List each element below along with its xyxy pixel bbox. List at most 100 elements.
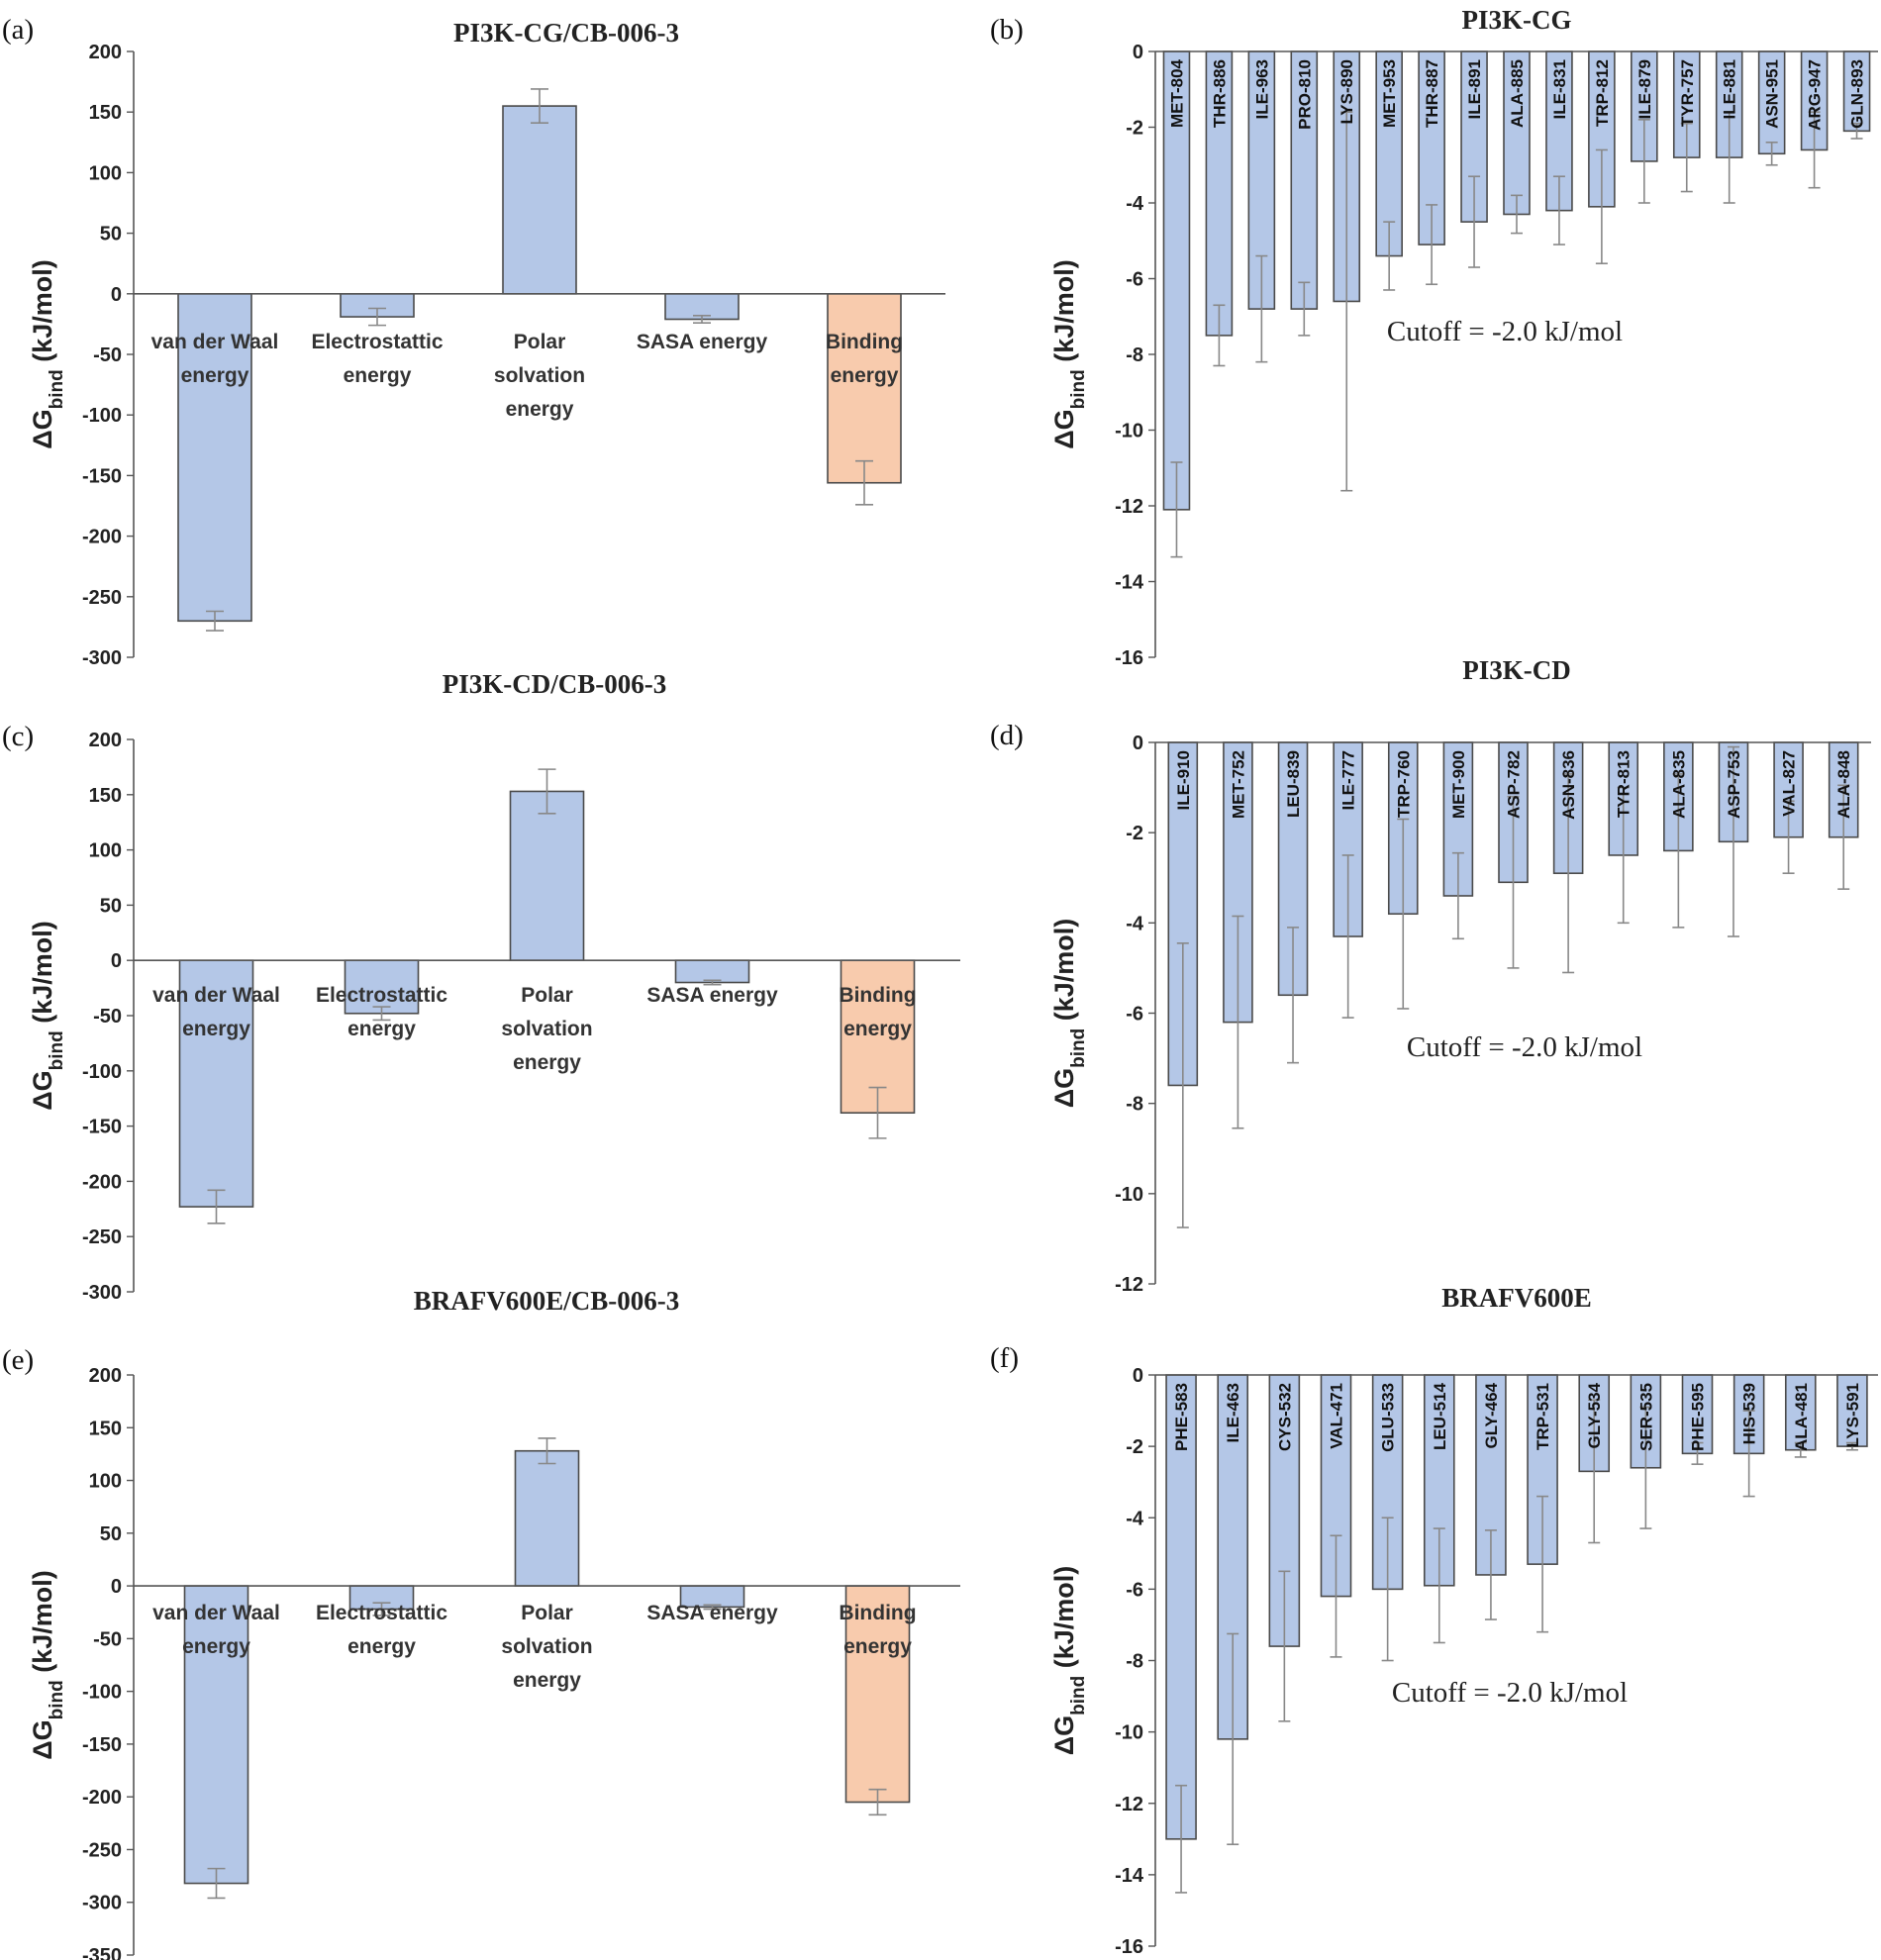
residue-label: CYS-532 bbox=[1275, 1383, 1294, 1451]
y-tick-label: 150 bbox=[89, 785, 122, 807]
residue-label: PHE-583 bbox=[1172, 1383, 1191, 1451]
bar bbox=[827, 292, 902, 484]
y-tick-label: -250 bbox=[82, 1839, 122, 1861]
y-tick-label: -150 bbox=[82, 1117, 122, 1138]
y-axis-label: ΔGbind (kJ/mol) bbox=[28, 921, 67, 1111]
residue-label: TYR-757 bbox=[1678, 59, 1697, 127]
residue-label: LEU-514 bbox=[1431, 1382, 1449, 1450]
y-tick-label: -2 bbox=[1126, 1436, 1143, 1458]
category-label-line: SASA energy bbox=[637, 331, 768, 353]
chart-title: PI3K-CD/CB-006-3 bbox=[443, 669, 666, 699]
category-label: Polar solvation energy bbox=[494, 331, 585, 421]
y-tick-label: -4 bbox=[1126, 193, 1144, 215]
y-tick-label: -12 bbox=[1115, 496, 1143, 518]
y-tick-label: -300 bbox=[82, 647, 122, 669]
y-tick-label: -6 bbox=[1126, 269, 1143, 291]
category-label: van der Waal energy bbox=[151, 331, 279, 387]
residue-label: TRP-812 bbox=[1593, 59, 1612, 127]
residue-label: ILE-881 bbox=[1721, 59, 1739, 119]
y-tick-label: -150 bbox=[82, 1734, 122, 1756]
residue-label: ASP-753 bbox=[1725, 750, 1743, 819]
y-axis-label-main: ΔG bbox=[1049, 409, 1079, 448]
chart-title: BRAFV600E/CB-006-3 bbox=[414, 1286, 680, 1316]
residue-label: ILE-463 bbox=[1224, 1383, 1242, 1442]
panel-letter: (d) bbox=[990, 720, 1024, 751]
residue-label: VAL-471 bbox=[1328, 1383, 1346, 1449]
y-tick-label: 100 bbox=[89, 1471, 122, 1493]
y-tick-label: 200 bbox=[89, 730, 122, 751]
bar bbox=[178, 959, 254, 1208]
category-label: Electrostattic energy bbox=[316, 984, 447, 1040]
category-label: SASA energy bbox=[646, 984, 778, 1007]
residue-label: LYS-890 bbox=[1337, 59, 1356, 125]
residue-label: THR-886 bbox=[1210, 59, 1229, 128]
category-label-line: Electrostattic bbox=[316, 1602, 447, 1624]
y-tick-label: -2 bbox=[1126, 823, 1143, 844]
category-label: SASA energy bbox=[646, 1602, 778, 1624]
bar bbox=[509, 790, 585, 962]
category-label-line: energy bbox=[513, 1669, 581, 1692]
y-tick-label: -100 bbox=[82, 405, 122, 427]
panel-letter: (c) bbox=[2, 721, 34, 752]
residue-label: VAL-827 bbox=[1780, 750, 1799, 817]
category-label-line: energy bbox=[843, 1635, 912, 1658]
y-axis-label-units: (kJ/mol) bbox=[1049, 919, 1079, 1029]
category-label: Binding energy bbox=[839, 1602, 916, 1658]
category-label: Electrostattic energy bbox=[311, 331, 443, 387]
y-tick-label: -300 bbox=[82, 1893, 122, 1914]
y-tick-label: -300 bbox=[82, 1282, 122, 1304]
y-tick-label: -8 bbox=[1126, 1651, 1143, 1673]
category-label-line: SASA energy bbox=[646, 984, 778, 1007]
panel-letter: (a) bbox=[2, 14, 34, 46]
category-label: Electrostattic energy bbox=[316, 1602, 447, 1658]
category-label-line: energy bbox=[843, 1018, 912, 1040]
category-label-line: van der Waal bbox=[151, 331, 279, 353]
residue-label: ALA-835 bbox=[1669, 750, 1688, 819]
bar bbox=[1165, 1374, 1197, 1840]
category-label: SASA energy bbox=[637, 331, 768, 353]
y-tick-label: -100 bbox=[82, 1061, 122, 1083]
chart-title: PI3K-CG bbox=[1462, 5, 1572, 35]
category-label-line: Electrostattic bbox=[316, 984, 447, 1007]
panel-b-residue-decomposition-chart: (b) PI3K-CG 0 -2 -4 -6 -8 -10 -12 -14 -16 ΔGbind (k… bbox=[990, 5, 1878, 669]
bar bbox=[177, 292, 252, 623]
y-tick-label: 0 bbox=[1133, 733, 1143, 754]
y-axis-label-units: (kJ/mol) bbox=[1049, 259, 1079, 369]
y-axis-label-main: ΔG bbox=[28, 1070, 57, 1110]
bar bbox=[514, 1449, 580, 1587]
y-tick-label: -8 bbox=[1126, 1094, 1143, 1116]
residue-label: TRP-531 bbox=[1534, 1383, 1552, 1450]
residue-label: ASN-836 bbox=[1559, 750, 1578, 820]
y-tick-label: -16 bbox=[1115, 647, 1143, 669]
y-tick-label: 0 bbox=[111, 284, 122, 306]
panel-letter: (e) bbox=[2, 1344, 34, 1376]
category-label-line: solvation bbox=[501, 1018, 592, 1040]
residue-label: MET-804 bbox=[1167, 58, 1186, 128]
y-tick-label: 150 bbox=[89, 1418, 122, 1439]
y-tick-label: -200 bbox=[82, 1787, 122, 1809]
residue-label: LYS-591 bbox=[1843, 1383, 1862, 1448]
y-tick-label: -10 bbox=[1115, 1722, 1143, 1744]
residue-label: ILE-831 bbox=[1550, 59, 1569, 119]
residue-label: THR-887 bbox=[1423, 59, 1441, 128]
category-label-line: energy bbox=[506, 398, 574, 421]
residue-label: ALA-848 bbox=[1834, 750, 1853, 819]
category-label-line: energy bbox=[182, 1635, 250, 1658]
category-label-line: energy bbox=[344, 364, 412, 387]
cutoff-annotation: Cutoff = -2.0 kJ/mol bbox=[1387, 316, 1623, 347]
residue-label: TYR-813 bbox=[1615, 750, 1634, 818]
y-tick-label: -6 bbox=[1126, 1004, 1143, 1026]
y-axis-label-main: ΔG bbox=[28, 409, 57, 448]
y-tick-label: -350 bbox=[82, 1945, 122, 1960]
y-tick-label: -50 bbox=[93, 344, 122, 366]
y-tick-label: -250 bbox=[82, 1226, 122, 1248]
residue-label: ILE-910 bbox=[1174, 750, 1193, 810]
y-axis-label-units: (kJ/mol) bbox=[28, 259, 57, 369]
y-axis-label-main: ΔG bbox=[28, 1719, 57, 1759]
residue-label: ILE-891 bbox=[1465, 59, 1484, 119]
y-tick-label: -250 bbox=[82, 587, 122, 609]
y-tick-label: 0 bbox=[1133, 42, 1143, 63]
y-axis-label-units: (kJ/mol) bbox=[1049, 1566, 1079, 1676]
y-axis-label: ΔGbind (kJ/mol) bbox=[1049, 1566, 1089, 1756]
